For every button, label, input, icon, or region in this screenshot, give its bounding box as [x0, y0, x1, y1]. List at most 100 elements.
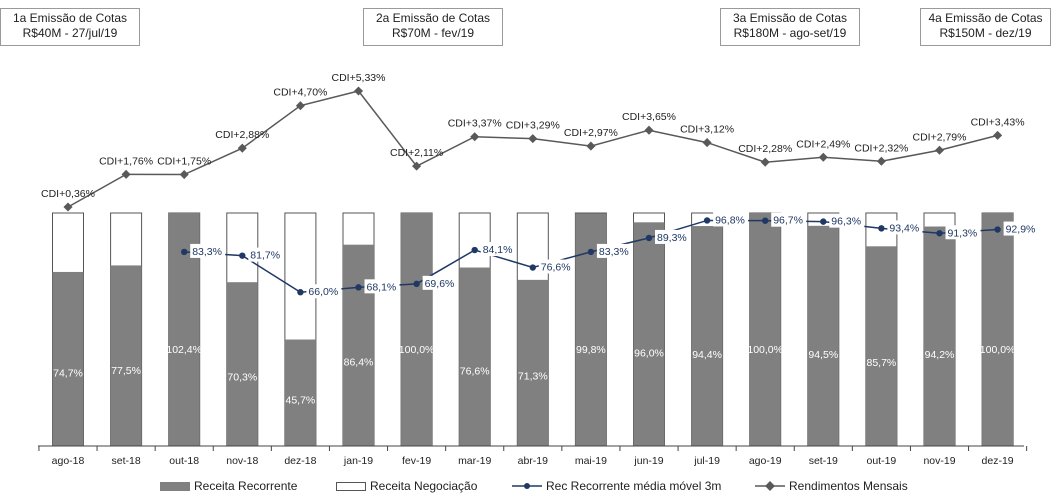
x-tick-label-ago-18: ago-18 [52, 455, 85, 467]
ma-label-ago-19: 96,7% [773, 215, 803, 227]
bar-recorrente-jan-19 [343, 244, 374, 446]
emission-1-detail: R$40M - 27/jul/19 [22, 26, 118, 40]
moving-average-layer: 83,3% 81,7% 66,0% 68,1% 69,6% 84,1% 76,6% 83,3%… [181, 212, 1039, 299]
rendimentos-label-jul-19: CDI+3,12% [680, 124, 734, 136]
rendimentos-point-ago-18 [63, 202, 73, 212]
ma-label-mar-19: 84,1% [483, 244, 513, 256]
bar-recorrente-ago-18 [52, 271, 84, 446]
emission-box-2: 2a Emissão de Cotas R$70M - fev/19 [363, 8, 503, 46]
bar-recorrente-dez-18 [284, 339, 316, 446]
rendimentos-label-jun-19: CDI+3,65% [622, 111, 676, 123]
bar-recorrente-abr-19 [517, 279, 549, 446]
bar-recorrente-nov-18 [226, 282, 258, 446]
rendimentos-layer: CDI+0,36% CDI+1,76% CDI+1,75% CDI+2,88% CDI+… [41, 72, 1025, 212]
rendimentos-label-ago-18: CDI+0,36% [41, 188, 95, 200]
ma-label-nov-18: 81,7% [250, 250, 280, 262]
ma-point-ago-19 [762, 217, 769, 224]
ma-label-bg-nov-19 [945, 225, 981, 240]
rendimentos-label-out-18: CDI+1,75% [157, 156, 211, 168]
ma-label-bg-abr-19 [538, 259, 574, 274]
ma-label-out-18: 83,3% [192, 246, 222, 258]
rendimentos-point-jan-19 [353, 86, 364, 96]
rendimentos-label-nov-19: CDI+2,79% [913, 131, 967, 143]
bar-recorrente-jun-19 [633, 222, 665, 446]
ma-label-set-19: 96,3% [831, 216, 861, 228]
rendimentos-point-jun-19 [644, 125, 654, 135]
bars-layer: 74,7% 77,5% 102,4% 70,3% 45,7% 86,4% 100,0% 76,… [52, 212, 1016, 447]
legend-swatch-recorrente [160, 481, 190, 491]
x-tick-label-set-18: set-18 [112, 455, 141, 467]
bar-label-fev-19: 100,0% [399, 344, 435, 356]
legend-label-rendimentos: Rendimentos Mensais [789, 479, 908, 493]
ma-point-out-19 [878, 225, 885, 232]
ma-label-bg-dez-18 [306, 284, 342, 299]
x-tick-label-dez-18: dez-18 [284, 455, 316, 467]
ma-point-nov-19 [936, 230, 943, 237]
ma-point-out-18 [181, 248, 188, 256]
rendimentos-point-ago-19 [760, 157, 770, 167]
ma-label-bg-mar-19 [480, 242, 516, 257]
emission-2-title: 2a Emissão de Cotas [375, 11, 491, 25]
bar-label-dez-19: 100,0% [980, 344, 1016, 356]
bar-label-jun-19: 96,0% [634, 348, 664, 360]
ma-label-mai-19: 83,3% [599, 246, 629, 258]
x-tick-label-jul-19: jul-19 [693, 455, 720, 467]
ma-label-bg-out-18 [190, 243, 226, 258]
legend-swatch-rendimentos [755, 481, 785, 491]
rendimentos-label-ago-19: CDI+2,28% [738, 143, 792, 155]
ma-point-dez-18 [297, 289, 304, 296]
emission-1-title: 1a Emissão de Cotas [12, 11, 128, 25]
ma-label-dez-19: 92,9% [1006, 224, 1036, 236]
rendimentos-point-out-18 [179, 170, 189, 180]
x-tick-label-ago-19: ago-19 [749, 455, 782, 467]
ma-label-bg-nov-18 [248, 247, 284, 262]
legend-item-recorrente: Receita Recorrente [160, 479, 297, 493]
rendimentos-label-set-19: CDI+2,49% [796, 138, 850, 150]
ma-point-jul-19 [703, 217, 711, 224]
x-tick-label-jun-19: jun-19 [633, 455, 663, 467]
ma-label-jun-19: 89,3% [657, 232, 687, 244]
rendimentos-label-nov-18: CDI+2,88% [215, 129, 269, 141]
bar-label-abr-19: 71,3% [518, 371, 548, 383]
bar-label-ago-19: 100,0% [747, 344, 783, 356]
rendimentos-label-mar-19: CDI+3,37% [448, 118, 502, 130]
rendimentos-point-dez-18 [295, 101, 305, 111]
rendimentos-point-dez-19 [993, 130, 1003, 140]
emission-2-detail: R$70M - fev/19 [391, 26, 475, 40]
legend-label-negociacao: Receita Negociação [370, 479, 478, 493]
axis-layer: ago-18 set-18 out-18 nov-18 dez-18 jan-19 fev-… [38, 445, 1028, 467]
rendimentos-point-out-19 [876, 156, 886, 166]
x-tick-label-set-19: set-19 [809, 455, 838, 467]
x-tick-label-mar-19: mar-19 [458, 455, 491, 467]
emission-3-title: 3a Emissão de Cotas [732, 11, 848, 25]
ma-label-out-19: 93,4% [889, 222, 919, 234]
legend-swatch-media [512, 483, 542, 489]
ma-point-mar-19 [471, 246, 478, 254]
bar-label-out-19: 85,7% [867, 357, 897, 369]
rendimentos-label-mai-19: CDI+2,97% [564, 127, 618, 139]
ma-point-nov-18 [239, 252, 246, 259]
ma-point-jun-19 [645, 234, 653, 242]
x-tick-label-jan-19: jan-19 [343, 455, 373, 467]
bar-label-dez-18: 45,7% [286, 394, 316, 406]
rendimentos-point-mai-19 [586, 141, 596, 151]
rendimentos-label-fev-19: CDI+2,11% [390, 147, 443, 159]
emission-box-1: 1a Emissão de Cotas R$40M - 27/jul/19 [0, 8, 140, 46]
ma-label-nov-19: 91,3% [948, 227, 978, 239]
ma-label-bg-dez-19 [1003, 221, 1039, 236]
bar-label-mai-19: 99,8% [576, 344, 606, 356]
ma-label-bg-ago-19 [771, 212, 807, 227]
bar-label-set-19: 94,5% [808, 349, 838, 361]
rendimentos-point-set-18 [121, 169, 131, 179]
ma-label-bg-mai-19 [596, 243, 632, 258]
rendimentos-point-abr-19 [528, 134, 538, 144]
ma-label-bg-fev-19 [422, 275, 458, 290]
bar-recorrente-mar-19 [459, 267, 491, 446]
bar-label-set-18: 77,5% [111, 365, 141, 377]
legend: Receita Recorrente Receita Negociação Re… [0, 479, 1051, 497]
rendimentos-point-nov-19 [934, 145, 945, 155]
ma-label-bg-jan-19 [364, 279, 400, 294]
ma-label-bg-set-19 [829, 213, 865, 228]
bar-recorrente-nov-19 [924, 226, 955, 446]
ma-label-jul-19: 96,8% [715, 214, 745, 226]
